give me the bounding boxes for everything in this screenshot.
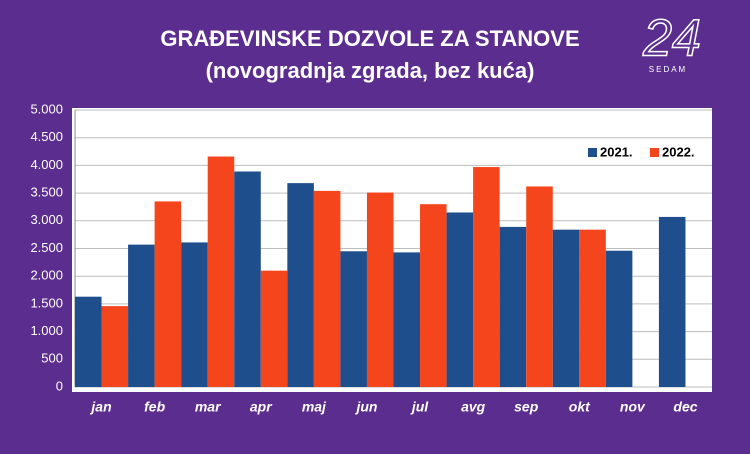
bar <box>313 190 341 387</box>
y-tick-label: 1.500 <box>30 295 63 310</box>
y-tick-label: 4.000 <box>30 157 63 172</box>
bar <box>260 270 288 387</box>
x-tick-label: apr <box>250 399 273 415</box>
bar <box>154 201 182 387</box>
legend-label: 2021. <box>600 144 633 159</box>
chart-title: GRAĐEVINSKE DOZVOLE ZA STANOVE <box>160 26 579 51</box>
x-tick-label: jan <box>89 399 111 415</box>
bar <box>340 251 367 387</box>
x-tick-label: dec <box>673 399 697 415</box>
bar <box>207 156 235 387</box>
logo-text: SEDAM <box>649 65 687 74</box>
y-tick-label: 4.500 <box>30 129 63 144</box>
bar <box>287 183 314 387</box>
y-tick-label: 5.000 <box>30 101 63 116</box>
y-tick-label: 500 <box>41 351 63 366</box>
y-tick-label: 2.000 <box>30 268 63 283</box>
x-tick-label: okt <box>569 399 591 415</box>
bar <box>473 167 500 387</box>
y-tick-label: 1.000 <box>30 323 63 338</box>
bar <box>128 244 155 387</box>
x-tick-label: mar <box>195 399 222 415</box>
bar <box>526 186 553 387</box>
y-tick-label: 3.500 <box>30 185 63 200</box>
x-tick-label: nov <box>620 399 646 415</box>
legend-swatch <box>588 148 597 157</box>
bar <box>605 250 633 387</box>
x-tick-label: feb <box>144 399 165 415</box>
bar <box>658 216 686 387</box>
bar <box>366 192 394 387</box>
x-tick-label: jul <box>410 399 429 415</box>
y-tick-label: 0 <box>56 378 63 393</box>
y-tick-label: 2.500 <box>30 240 63 255</box>
bar <box>181 242 208 387</box>
bar <box>499 226 527 387</box>
bar <box>552 229 580 387</box>
legend-swatch <box>650 148 659 157</box>
bar <box>234 171 261 387</box>
x-tick-label: sep <box>514 399 539 415</box>
x-tick-label: jun <box>354 399 377 415</box>
bar <box>579 229 606 387</box>
bar <box>101 306 129 387</box>
x-tick-label: maj <box>302 399 327 415</box>
bar <box>446 212 474 387</box>
chart-subtitle: (novogradnja zgrada, bez kuća) <box>206 58 535 83</box>
bar <box>393 252 421 387</box>
x-tick-label: avg <box>461 399 486 415</box>
legend-label: 2022. <box>662 144 695 159</box>
y-tick-label: 3.000 <box>30 212 63 227</box>
bar <box>75 296 102 387</box>
logo-number: 24 <box>642 10 701 68</box>
bar <box>420 204 447 387</box>
